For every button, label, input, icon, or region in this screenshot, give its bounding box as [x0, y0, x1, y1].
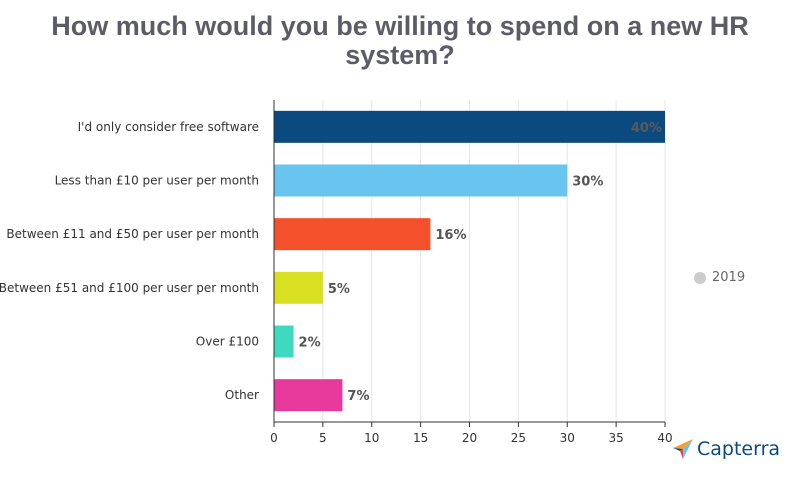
data-label-1: 30%	[572, 175, 603, 190]
bar-1[interactable]	[274, 164, 568, 197]
x-tick-label-8: 40	[657, 431, 672, 445]
data-label-4: 2%	[299, 336, 321, 351]
x-tick-label-4: 20	[462, 431, 477, 445]
data-label-5: 7%	[347, 389, 369, 404]
data-label-2: 16%	[435, 228, 466, 243]
category-label-2: Between £11 and £50 per user per month	[6, 227, 259, 241]
chart-title-line-1: How much would you be willing to spend o…	[51, 11, 749, 41]
capterra-arrow-icon	[673, 439, 693, 459]
bar-2[interactable]	[274, 218, 431, 251]
x-tick-label-5: 25	[511, 431, 526, 445]
bar-0[interactable]	[274, 110, 665, 143]
category-label-1: Less than £10 per user per month	[55, 174, 259, 188]
capterra-logo: Capterra	[672, 438, 780, 460]
x-tick-label-6: 30	[560, 431, 575, 445]
category-label-4: Over £100	[196, 335, 259, 349]
x-tick-label-3: 15	[413, 431, 428, 445]
chart-title-line-2: system?	[345, 40, 455, 70]
x-tick-label-0: 0	[270, 431, 278, 445]
category-label-3: Between £51 and £100 per user per month	[0, 281, 259, 295]
x-tick-label-1: 5	[319, 431, 327, 445]
legend-label: 2019	[712, 270, 746, 285]
data-label-3: 5%	[328, 282, 350, 297]
legend[interactable]: 2019	[694, 270, 745, 285]
bar-5[interactable]	[274, 379, 343, 412]
x-tick-label-2: 10	[364, 431, 379, 445]
category-label-5: Other	[225, 388, 259, 402]
bar-4[interactable]	[274, 325, 294, 358]
bar-3[interactable]	[274, 271, 323, 304]
category-label-0: I'd only consider free software	[78, 120, 259, 134]
x-tick-label-7: 35	[608, 431, 623, 445]
capterra-wordmark: Capterra	[697, 438, 781, 460]
legend-marker	[694, 271, 706, 284]
data-label-0: 40%	[631, 121, 662, 136]
chart-title: How much would you be willing to spend o…	[0, 12, 800, 70]
